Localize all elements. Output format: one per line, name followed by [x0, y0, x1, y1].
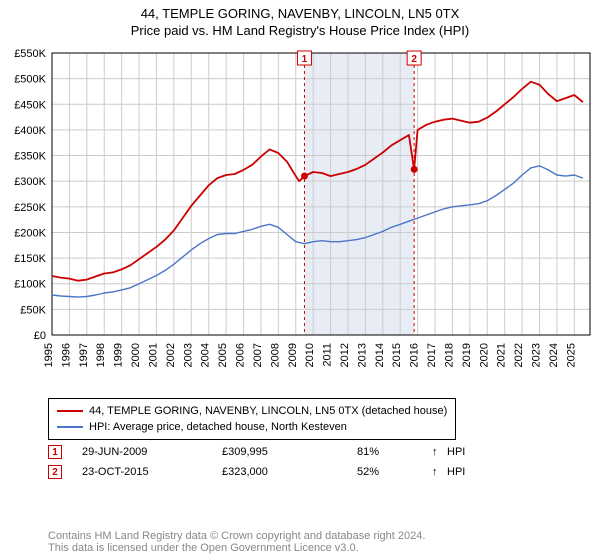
svg-text:2023: 2023: [531, 343, 543, 367]
svg-text:2014: 2014: [374, 343, 386, 367]
svg-text:£50K: £50K: [20, 304, 46, 316]
chart-area: £0 £50K £100K £150K £200K £250K £300K £350K £400…: [0, 45, 600, 390]
svg-text:1996: 1996: [60, 343, 72, 367]
svg-text:2007: 2007: [252, 343, 264, 367]
svg-text:2025: 2025: [565, 343, 577, 367]
svg-text:£350K: £350K: [14, 151, 46, 163]
legend: 44, TEMPLE GORING, NAVENBY, LINCOLN, LN5…: [48, 398, 456, 440]
transaction-marker: 2: [48, 465, 62, 479]
svg-text:2018: 2018: [443, 343, 455, 367]
svg-text:1995: 1995: [43, 343, 55, 367]
transaction-pct: 81%: [357, 446, 432, 458]
svg-text:2001: 2001: [147, 343, 159, 367]
svg-text:2012: 2012: [339, 343, 351, 367]
svg-text:2004: 2004: [200, 343, 212, 367]
transaction-date: 23-OCT-2015: [82, 466, 222, 478]
svg-text:£550K: £550K: [14, 48, 46, 60]
price-chart: £0 £50K £100K £150K £200K £250K £300K £350K £400…: [0, 45, 600, 390]
svg-text:£250K: £250K: [14, 202, 46, 214]
svg-text:2013: 2013: [356, 343, 368, 367]
arrow-up-icon: ↑: [432, 446, 447, 458]
svg-text:2008: 2008: [269, 343, 281, 367]
svg-text:£500K: £500K: [14, 74, 46, 86]
svg-text:2021: 2021: [496, 343, 508, 367]
svg-text:2011: 2011: [322, 343, 334, 367]
svg-text:£300K: £300K: [14, 176, 46, 188]
footnote-line: This data is licensed under the Open Gov…: [48, 542, 425, 554]
svg-text:2015: 2015: [391, 343, 403, 367]
svg-text:2006: 2006: [235, 343, 247, 367]
legend-item: HPI: Average price, detached house, Nort…: [57, 419, 447, 435]
svg-text:2010: 2010: [304, 343, 316, 367]
chart-subtitle: Price paid vs. HM Land Registry's House …: [0, 21, 600, 38]
svg-text:2020: 2020: [478, 343, 490, 367]
arrow-up-icon: ↑: [432, 466, 447, 478]
transaction-table: 1 29-JUN-2009£309,99581%↑HPI 2 23-OCT-2015£…: [48, 442, 465, 482]
svg-text:2000: 2000: [130, 343, 142, 367]
svg-text:£150K: £150K: [14, 253, 46, 265]
transaction-row: 2 23-OCT-2015£323,00052%↑HPI: [48, 462, 465, 482]
svg-text:2009: 2009: [287, 343, 299, 367]
svg-text:£450K: £450K: [14, 99, 46, 111]
legend-swatch: [57, 426, 83, 428]
transaction-price: £309,995: [222, 446, 357, 458]
svg-text:2016: 2016: [409, 343, 421, 367]
svg-text:2019: 2019: [461, 343, 473, 367]
legend-label: 44, TEMPLE GORING, NAVENBY, LINCOLN, LN5…: [89, 405, 447, 417]
svg-text:£0: £0: [34, 330, 46, 342]
svg-text:2005: 2005: [217, 343, 229, 367]
svg-text:1997: 1997: [78, 343, 90, 367]
svg-text:2: 2: [411, 54, 417, 65]
svg-text:1999: 1999: [113, 343, 125, 367]
legend-label: HPI: Average price, detached house, Nort…: [89, 421, 347, 433]
transaction-pct: 52%: [357, 466, 432, 478]
svg-text:2024: 2024: [548, 343, 560, 367]
svg-text:2017: 2017: [426, 343, 438, 367]
transaction-date: 29-JUN-2009: [82, 446, 222, 458]
transaction-ref: HPI: [447, 466, 465, 478]
svg-text:2003: 2003: [182, 343, 194, 367]
footnote: Contains HM Land Registry data © Crown c…: [48, 530, 425, 554]
svg-text:2022: 2022: [513, 343, 525, 367]
chart-title: 44, TEMPLE GORING, NAVENBY, LINCOLN, LN5…: [0, 0, 600, 21]
legend-swatch: [57, 410, 83, 412]
transaction-row: 1 29-JUN-2009£309,99581%↑HPI: [48, 442, 465, 462]
svg-text:£400K: £400K: [14, 125, 46, 137]
svg-text:£200K: £200K: [14, 227, 46, 239]
footnote-line: Contains HM Land Registry data © Crown c…: [48, 530, 425, 542]
transaction-ref: HPI: [447, 446, 465, 458]
transaction-price: £323,000: [222, 466, 357, 478]
svg-text:2002: 2002: [165, 343, 177, 367]
legend-item: 44, TEMPLE GORING, NAVENBY, LINCOLN, LN5…: [57, 403, 447, 419]
svg-text:1: 1: [302, 54, 308, 65]
chart-container: 44, TEMPLE GORING, NAVENBY, LINCOLN, LN5…: [0, 0, 600, 560]
transaction-marker: 1: [48, 445, 62, 459]
svg-text:£100K: £100K: [14, 279, 46, 291]
svg-text:1998: 1998: [95, 343, 107, 367]
